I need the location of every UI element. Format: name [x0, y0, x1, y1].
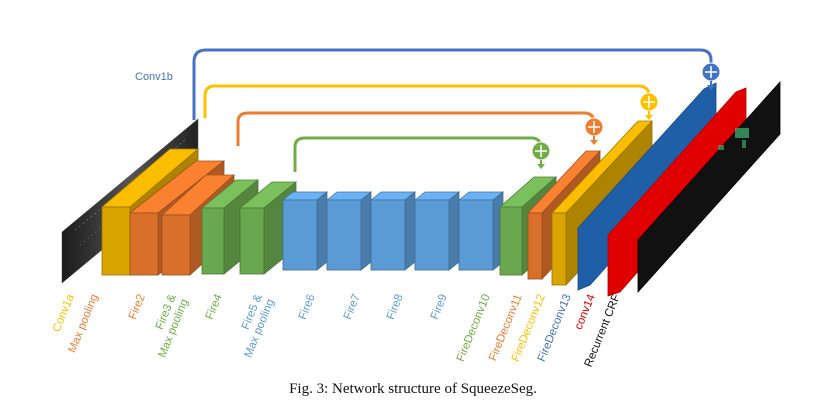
- layer-label-fire6: Fire6: [297, 293, 318, 322]
- block-fire7: [369, 191, 417, 271]
- block-fire8: [413, 191, 461, 271]
- block-fire4: [238, 181, 298, 275]
- merge-markers: [531, 62, 721, 169]
- layer-label-fire7: Fire7: [342, 293, 363, 322]
- segmentation-marks: [735, 128, 749, 138]
- layer-label-fire5: Fire5 &Max pooling: [230, 292, 277, 359]
- figure-caption: Fig. 3: Network structure of SqueezeSeg.: [289, 381, 537, 397]
- merge-marker-blue: [701, 62, 721, 90]
- block-fire6: [325, 191, 373, 271]
- layer-label-conv1a: Conv1a: [51, 292, 77, 334]
- layer-label-fire2: Fire2: [127, 293, 148, 322]
- merge-marker-yellow: [639, 92, 659, 120]
- skip-green: [293, 136, 543, 172]
- merge-marker-green: [531, 141, 551, 169]
- layer-label-fire4: Fire4: [204, 292, 225, 321]
- block-fire9: [457, 191, 505, 271]
- output-slabs: [577, 80, 781, 297]
- layer-blocks: [100, 119, 653, 287]
- layer-label-conv14: conv14: [573, 292, 598, 331]
- layer-label-firedeconv10: FireDeconv10: [455, 293, 493, 364]
- layer-label-fire3: Fire3 &Max pooling: [144, 292, 191, 359]
- conv1b-label: Conv1b: [135, 71, 173, 83]
- block-fire5: [281, 191, 329, 271]
- skip-blue: [192, 48, 713, 120]
- layer-label-fire9: Fire9: [429, 293, 450, 322]
- merge-marker-orange: [584, 117, 604, 145]
- skip-yellow: [203, 84, 651, 118]
- layer-label-fire8: Fire8: [385, 293, 406, 322]
